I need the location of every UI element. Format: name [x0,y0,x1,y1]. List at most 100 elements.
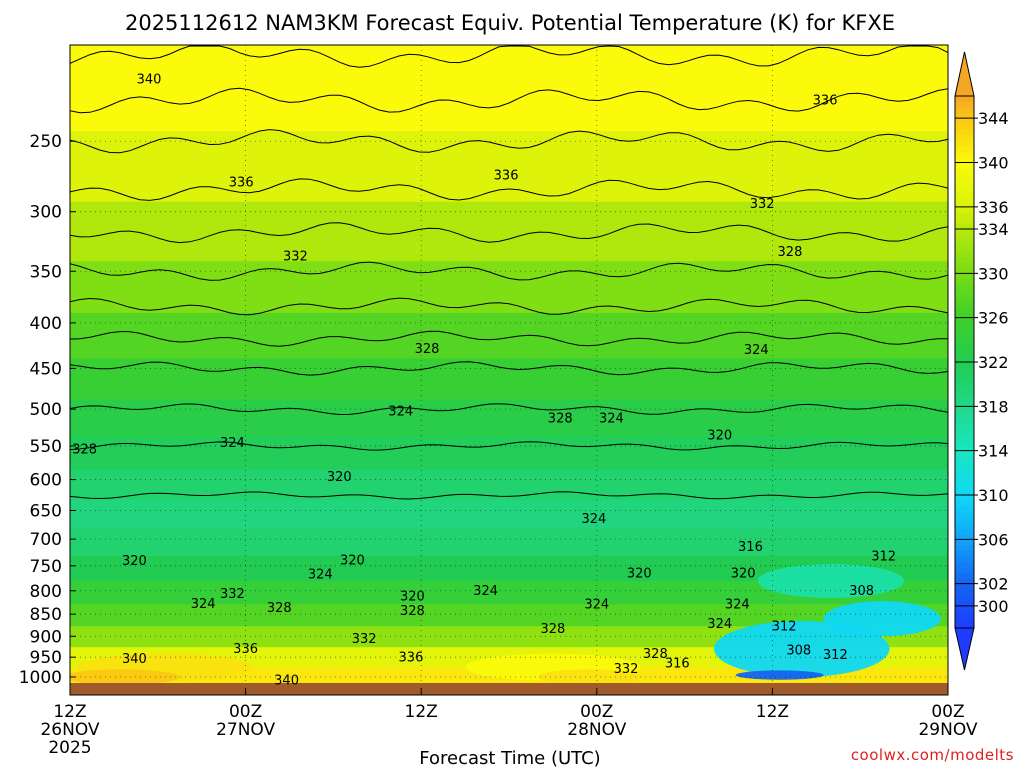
y-tick-label: 700 [30,530,62,550]
credit-text: coolwx.com/modelts [851,746,1014,764]
colorbar-segment [955,345,974,352]
colorbar-segment [955,101,974,108]
contour-label: 324 [191,597,216,612]
colorbar-segment [955,384,974,391]
y-tick-label: 250 [30,132,62,152]
contour-label: 328 [415,342,440,357]
contour-line [70,491,948,500]
y-tick-label: 650 [30,502,62,522]
contour-label: 320 [707,428,732,443]
colorbar-segment [955,611,974,618]
contour-label: 308 [849,584,874,599]
colorbar-fill [954,51,975,671]
colorbar-segment [955,533,974,540]
colorbar-tick-label: 314 [978,442,1009,461]
colorbar-segment [955,289,974,297]
y-tick-label: 900 [30,627,62,647]
colorbar-segment [955,156,974,164]
colorbar-segment [955,339,974,346]
y-tick-label: 350 [30,262,62,282]
y-tick-label: 950 [30,648,62,668]
colorbar-segment [955,262,974,269]
contour-label: 336 [813,94,838,109]
contour-label: 324 [584,598,609,613]
colorbar-tick-label: 300 [978,597,1009,616]
contour-label: 328 [400,604,425,619]
x-tick-time: 12Z [53,702,86,722]
contour-label: 324 [473,584,498,599]
y-axis: 2503003504004505005506006507007508008509… [19,132,76,688]
x-tick-time: 00Z [580,702,613,722]
colorbar-segment [955,489,974,496]
contour-label: 320 [731,566,756,581]
colorbar-segment [955,195,974,202]
colorbar-tick-label: 302 [978,575,1009,594]
colorbar-segment [955,622,974,629]
y-tick-label: 800 [30,582,62,602]
plot-frame [69,44,949,696]
colorbar-segment [955,234,974,241]
colorbar-segment [955,472,974,479]
colorbar-segment [955,173,974,180]
colorbar-segment [955,323,974,330]
x-tick-date: 27NOV [216,720,275,740]
contour-line [70,129,948,154]
colorbar-segment [955,578,974,585]
contour-label: 324 [308,567,333,582]
colorbar-segment [955,295,974,302]
colorbar-segment [955,112,974,119]
contour-label: 340 [122,652,147,667]
contour-label: 328 [72,442,97,457]
colorbar-segment [955,428,974,435]
colorbar-segment [955,201,974,208]
colorbar-segment [955,223,974,230]
colorbar-segment [955,511,974,518]
colorbar-tick-label: 326 [978,309,1009,328]
colorbar-segment [955,406,974,413]
colorbar-segment [955,373,974,380]
contour-label: 328 [267,601,292,616]
contour-line [70,330,948,347]
colorbar-segment [955,506,974,513]
colorbar-segment [955,229,974,236]
colorbar-segment [955,367,974,374]
colorbar-segment [955,118,974,125]
colorbar-tick-label: 336 [978,198,1009,217]
x-tick-time: 12Z [756,702,789,722]
contour-label: 308 [786,644,811,659]
y-tick-label: 400 [30,314,62,334]
contour-label: 332 [220,587,245,602]
ground-strip [70,683,948,695]
y-tick-label: 850 [30,605,62,625]
contour-label: 320 [327,470,352,485]
colorbar-segment [955,278,974,286]
contour-label: 312 [772,620,797,635]
colorbar-segment [955,583,974,590]
contour-label: 320 [340,554,365,569]
colorbar-segment [955,600,974,607]
colorbar-segment [955,544,974,552]
colorbar-segment [955,594,974,601]
colorbar-segment [955,328,974,335]
colorbar-segment [955,589,974,596]
contour-label: 320 [122,554,147,569]
colorbar-tick-label: 322 [978,353,1009,372]
colorbar-segment [955,284,974,291]
colorbar-segment [955,267,974,274]
colorbar-segment [955,395,974,402]
colorbar-segment [955,411,974,419]
colorbar-segment [955,212,974,219]
colorbar-segment [955,140,974,147]
contour-label: 324 [581,512,606,527]
colorbar-segment [955,301,974,308]
colorbar-segment [955,550,974,557]
colorbar-segment [955,567,974,574]
contour-label: 332 [614,662,639,677]
colorbar-segment [955,422,974,430]
y-tick-label: 600 [30,471,62,491]
colorbar-segment [955,616,974,624]
chart-title: 2025112612 NAM3KM Forecast Equiv. Potent… [125,11,895,35]
colorbar-segment [955,145,974,153]
